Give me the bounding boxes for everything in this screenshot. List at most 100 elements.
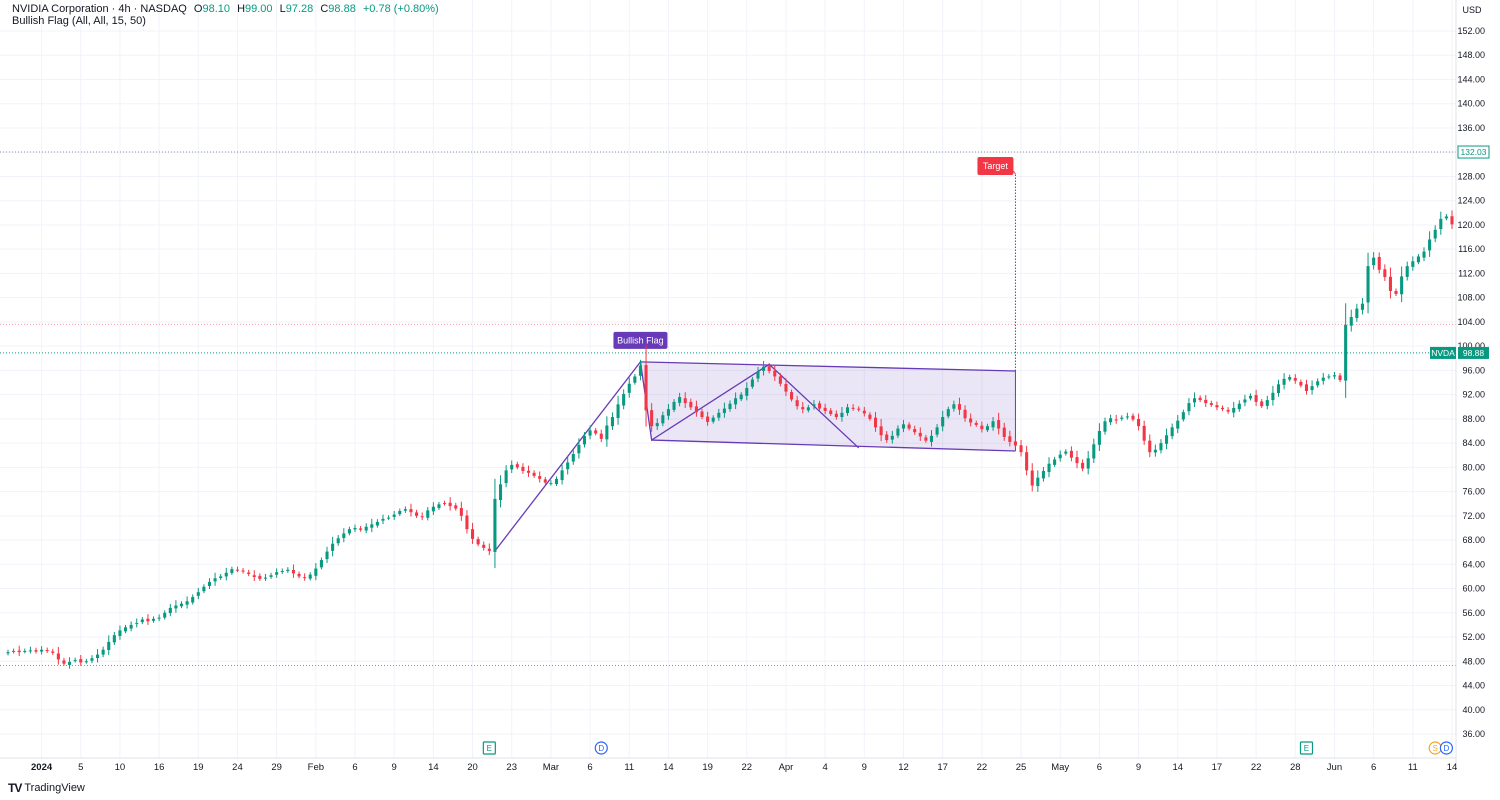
candle: [1260, 398, 1264, 409]
candle: [818, 400, 822, 411]
event-marker-dividend[interactable]: D: [594, 741, 608, 755]
candle: [1142, 420, 1146, 445]
candle: [1025, 445, 1029, 476]
currency-label[interactable]: USD: [1462, 5, 1482, 15]
candle: [280, 568, 284, 574]
candle-body: [1444, 216, 1448, 219]
flag-upper-line: [640, 361, 1016, 372]
candle-body: [515, 464, 519, 468]
candle: [107, 635, 111, 656]
candle: [151, 616, 156, 623]
candle-body: [1120, 417, 1124, 419]
candle-body: [68, 661, 72, 665]
candle-body: [62, 660, 66, 664]
bullish-flag-label[interactable]: Bullish Flag: [613, 331, 668, 349]
candle-body: [1304, 384, 1309, 391]
candle: [526, 465, 531, 477]
candle: [140, 617, 144, 625]
candle: [745, 382, 749, 401]
indicator-legend[interactable]: Bullish Flag (All, All, 15, 50): [12, 15, 146, 27]
event-marker-split[interactable]: S: [1428, 741, 1442, 755]
candle-body: [1064, 451, 1068, 454]
candle: [756, 366, 760, 383]
candle-body: [1153, 449, 1157, 453]
candle: [890, 430, 894, 444]
candle-body: [303, 577, 307, 579]
candle: [1271, 385, 1275, 406]
candle: [1204, 395, 1208, 407]
price-tick-label: 124.00: [1457, 196, 1485, 206]
candle-body: [1148, 440, 1152, 453]
candle-body: [840, 412, 844, 418]
price-tick-label: 112.00: [1458, 268, 1485, 278]
candle: [1338, 373, 1342, 383]
candle: [207, 578, 212, 589]
candle-body: [269, 575, 273, 577]
candle-body: [941, 417, 945, 427]
current-price-label-text: 98.88: [1463, 348, 1485, 358]
candle: [1288, 374, 1292, 382]
candle-body: [918, 432, 922, 437]
candle-body: [1321, 377, 1325, 381]
high-value: 99.00: [245, 3, 273, 15]
event-marker-dividend[interactable]: D: [1439, 741, 1454, 755]
tradingview-logo[interactable]: TV TradingView: [8, 781, 85, 795]
candle-body: [437, 504, 441, 508]
time-tick-label: 16: [154, 762, 165, 773]
candle-body: [1142, 425, 1146, 441]
price-tick-label: 64.00: [1462, 559, 1485, 569]
candle-body: [28, 650, 32, 652]
candle-body: [1433, 229, 1437, 239]
candle-body: [577, 444, 581, 454]
target-label[interactable]: Target: [977, 157, 1016, 176]
candle-body: [734, 398, 738, 405]
candle-body: [1411, 261, 1415, 267]
candle-body: [1125, 416, 1129, 418]
candle: [1198, 395, 1202, 403]
candle-body: [924, 437, 928, 441]
candle: [498, 475, 503, 508]
candle: [918, 427, 922, 441]
price-axis[interactable]: USD 36.00 40.00 44.00 48.00 52.00 56.00 60.00 6…: [1455, 0, 1500, 770]
price-tick-label: 128.00: [1457, 171, 1485, 181]
candle: [790, 389, 794, 402]
time-tick-label: 5: [78, 762, 83, 773]
candle: [157, 614, 161, 622]
candle: [247, 569, 251, 577]
candle: [650, 403, 654, 432]
candle-body: [672, 401, 676, 410]
time-tick-label: 28: [1290, 762, 1301, 773]
candle: [465, 510, 469, 534]
time-axis[interactable]: 2024 5 10 16 19 24 29 Feb 6 9 14 20 23 Mar 6 11 14 19 22 Ap…: [0, 757, 1457, 773]
symbol-row[interactable]: NVIDIA Corporation · 4h · NASDAQ O98.10 …: [12, 3, 439, 15]
candle-body: [1276, 384, 1281, 394]
candle-body: [1181, 412, 1185, 420]
candle: [1248, 393, 1253, 401]
candle: [297, 571, 301, 579]
event-marker-earnings[interactable]: E: [1299, 741, 1314, 755]
candle-body: [1075, 457, 1079, 464]
candle-body: [129, 624, 133, 629]
candle-body: [1232, 407, 1236, 413]
target-label-text: Target: [983, 161, 1009, 171]
dividend-icon: [1439, 741, 1454, 755]
event-marker-earnings[interactable]: E: [482, 741, 496, 755]
time-tick-label: 14: [428, 762, 439, 773]
symbol-title[interactable]: NVIDIA Corporation · 4h · NASDAQ: [12, 3, 187, 15]
candle-body: [140, 619, 144, 623]
candle-body: [560, 470, 564, 481]
time-tick-label: Apr: [779, 762, 794, 773]
candle: [1394, 288, 1398, 297]
candle-body: [476, 539, 480, 545]
candle-body: [711, 417, 715, 422]
candle: [1411, 256, 1415, 271]
candle: [778, 373, 782, 387]
candle-body: [571, 454, 575, 462]
time-tick-label: 22: [742, 762, 753, 773]
candle: [56, 647, 60, 665]
candle-body: [622, 394, 626, 406]
candle-body: [666, 409, 670, 416]
candle-body: [319, 560, 323, 568]
